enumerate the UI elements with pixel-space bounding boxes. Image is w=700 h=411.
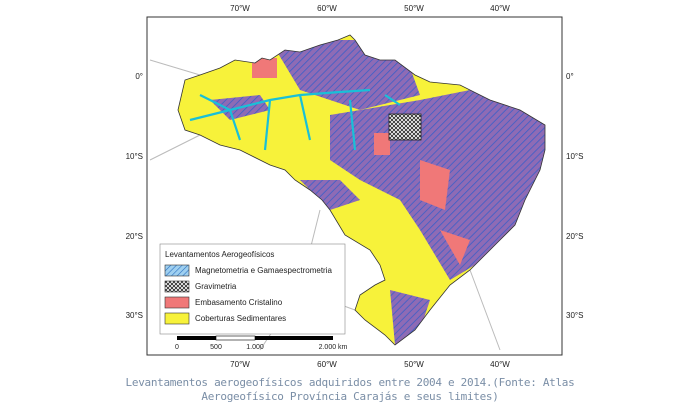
caption-line: Levantamentos aerogeofísicos adquiridos …: [125, 376, 575, 389]
longitude-label: 40°W: [490, 360, 510, 369]
legend-swatch: [164, 280, 190, 293]
longitude-label: 40°W: [490, 4, 510, 13]
legend-swatch: [164, 296, 190, 309]
latitude-label: 20°S: [566, 232, 583, 241]
scale-label: 0: [175, 344, 179, 351]
scale-bar: [255, 336, 333, 340]
country-outline: [177, 34, 546, 346]
scale-label: 2.000 km: [319, 344, 348, 351]
legend-box: [159, 243, 346, 335]
latitude-label: 30°S: [566, 311, 583, 320]
scale-label: 1.000: [246, 344, 264, 351]
longitude-label: 50°W: [404, 4, 424, 13]
caption-line: Aerogeofísico Província Carajás e seus l…: [201, 390, 499, 403]
legend-label: Gravimetria: [195, 282, 237, 291]
scale-bar: [177, 336, 216, 340]
legend-swatch: [164, 264, 190, 277]
longitude-label: 60°W: [317, 4, 337, 13]
latitude-label: 10°S: [566, 152, 583, 161]
legend-title: Levantamentos Aerogeofísicos: [165, 250, 274, 259]
latitude-label: 10°S: [126, 152, 143, 161]
longitude-label: 50°W: [404, 360, 424, 369]
longitude-label: 60°W: [317, 360, 337, 369]
scale-label: 500: [210, 344, 222, 351]
latitude-label: 0°: [566, 72, 574, 81]
map: Levantamentos Aerogeofísicos 70°W 70°W 60°…: [126, 4, 584, 369]
caption: Levantamentos aerogeofísicos adquiridos …: [0, 376, 700, 404]
legend-label: Magnetometria e Gamaespectrometria: [195, 266, 333, 275]
scale-bar: [215, 335, 256, 341]
longitude-label: 70°W: [230, 360, 250, 369]
latitude-label: 0°: [135, 72, 143, 81]
legend-label: Embasamento Cristalino: [195, 298, 283, 307]
latitude-label: 20°S: [126, 232, 143, 241]
longitude-label: 70°W: [230, 4, 250, 13]
legend-label: Coberturas Sedimentares: [195, 314, 286, 323]
legend-swatch: [164, 312, 190, 325]
latitude-label: 30°S: [126, 311, 143, 320]
